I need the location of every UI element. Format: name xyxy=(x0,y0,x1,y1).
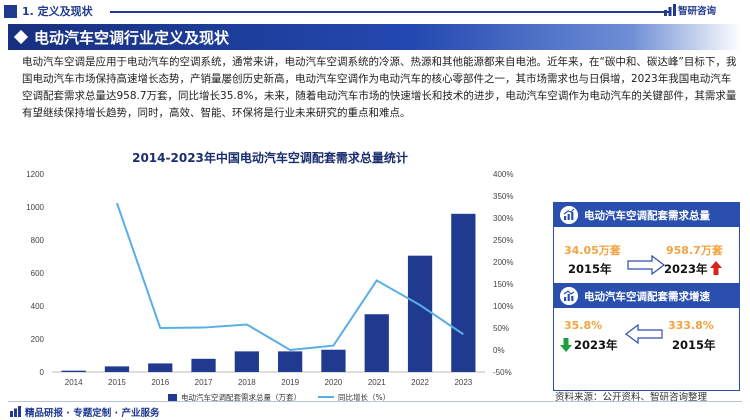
y-right-tick-label: 200% xyxy=(493,258,513,267)
year-2015: 2015年 xyxy=(568,262,612,276)
y-left-tick-label: 1200 xyxy=(26,170,44,179)
footer: 精品研报 · 专题定制 · 产业服务 xyxy=(0,401,750,420)
bar-2019 xyxy=(278,351,303,372)
page-title: 电动汽车空调行业定义及现状 xyxy=(34,29,230,47)
y-left-tick-label: 800 xyxy=(31,236,45,245)
y-right-tick-label: 0% xyxy=(493,346,505,355)
legend-swatch-bar xyxy=(168,394,177,401)
x-tick-label: 2023 xyxy=(454,378,472,387)
card-header: 电动汽车空调配套需求总量 xyxy=(554,203,739,227)
brand-name: 智研咨询 xyxy=(678,6,717,17)
bar-2021 xyxy=(364,314,389,372)
arrow-down-icon xyxy=(560,338,572,352)
y-left-tick-label: 400 xyxy=(31,302,45,311)
x-tick-label: 2015 xyxy=(108,378,126,387)
bar-2015 xyxy=(104,366,130,372)
top-bar: 1. 定义及现状 智研咨询 xyxy=(0,0,750,22)
x-tick-label: 2017 xyxy=(195,378,213,387)
arrow-right-icon xyxy=(627,255,665,275)
y-right-tick-label: 400% xyxy=(493,170,513,179)
x-tick-label: 2022 xyxy=(411,378,429,387)
growth-chart-icon xyxy=(560,206,578,224)
x-tick-label: 2016 xyxy=(151,378,169,387)
x-tick-label: 2020 xyxy=(325,378,343,387)
page-banner: 电动汽车空调行业定义及现状 xyxy=(8,24,742,50)
y-right-tick-label: 350% xyxy=(493,192,513,201)
y-right-tick-label: 150% xyxy=(493,280,513,289)
bar-2023 xyxy=(451,213,476,372)
bar-2016 xyxy=(148,363,173,372)
y-right-tick-label: -50% xyxy=(493,368,512,377)
intro-paragraph: 电动汽车空调是应用于电动汽车的空调系统，通常来讲，电动汽车空调系统的冷源、热源和… xyxy=(22,56,737,119)
bar-2020 xyxy=(321,349,346,372)
growth-rate-card: 电动汽车空调配套需求增速 35.8% 2023年 333.8% 2015年 xyxy=(553,283,740,391)
y-right-tick-label: 250% xyxy=(493,236,513,245)
growth-2015-year: 2015年 xyxy=(672,338,716,352)
source-note: 资料来源：公开资料、智研咨询整理 xyxy=(555,392,708,403)
value-2015: 34.05万套 xyxy=(564,244,621,257)
card-title: 电动汽车空调配套需求总量 xyxy=(584,210,710,222)
y-left-tick-label: 200 xyxy=(31,335,45,344)
y-left-tick-label: 600 xyxy=(31,269,45,278)
footer-text: 精品研报 · 专题定制 · 产业服务 xyxy=(25,408,160,419)
value-2023: 958.7万套 xyxy=(666,244,723,257)
year-2023: 2023年 xyxy=(664,262,708,276)
arrow-left-icon xyxy=(625,324,663,344)
growth-2023-value: 35.8% xyxy=(564,319,603,332)
x-tick-label: 2019 xyxy=(281,378,299,387)
brand-logo-icon xyxy=(664,4,676,16)
bar-2014 xyxy=(61,370,86,372)
y-right-tick-label: 50% xyxy=(493,324,509,333)
demand-chart: 0 200 400 600 800 1000 1200 -50% 0% 50% 100% 150% 20… xyxy=(26,170,513,402)
card-title: 电动汽车空调配套需求增速 xyxy=(584,291,710,303)
y-right-tick-label: 100% xyxy=(493,302,513,311)
trend-chart-icon xyxy=(560,287,578,305)
footer-logo-icon xyxy=(10,406,21,417)
footer-rule xyxy=(8,401,742,402)
x-tick-label: 2021 xyxy=(368,378,386,387)
growth-2023-year: 2023年 xyxy=(574,338,618,352)
card-header: 电动汽车空调配套需求增速 xyxy=(554,284,739,308)
arrow-up-icon xyxy=(710,261,722,275)
growth-2015-value: 333.8% xyxy=(668,319,714,332)
bar-2017 xyxy=(191,358,216,372)
chart-title: 2014-2023年中国电动汽车空调配套需求总量统计 xyxy=(132,151,408,165)
section-marker xyxy=(4,5,17,18)
section-title: 1. 定义及现状 xyxy=(22,5,93,18)
y-left-tick-label: 0 xyxy=(40,368,45,377)
x-tick-label: 2014 xyxy=(65,378,83,387)
header-rule xyxy=(110,11,670,13)
legend-label-bar: 电动汽车空调配套需求总量（万套） xyxy=(181,392,301,402)
bar-2022 xyxy=(407,255,433,372)
banner-diamond-icon xyxy=(13,29,29,45)
x-tick-label: 2018 xyxy=(238,378,256,387)
y-right-tick-label: 300% xyxy=(493,214,513,223)
bar-2018 xyxy=(234,351,259,372)
y-left-tick-label: 1000 xyxy=(26,203,44,212)
legend-label-line: 同比增长（%） xyxy=(338,392,390,402)
growth-rate-line xyxy=(116,202,464,352)
